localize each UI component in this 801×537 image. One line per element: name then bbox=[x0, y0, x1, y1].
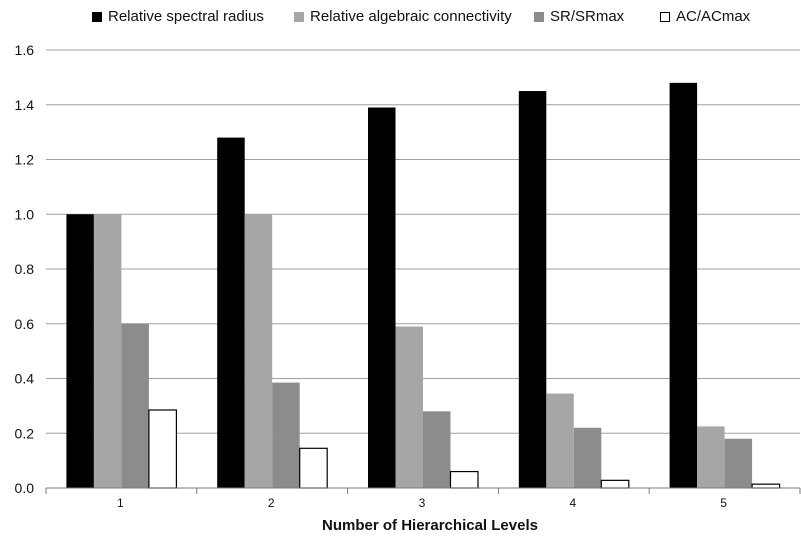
axes: 0.0 0.2 0.4 0.6 0.8 1.0 1.2 1.4 1.6 1 2 3 4 5 bbox=[15, 42, 801, 510]
bar bbox=[299, 447, 328, 489]
bar bbox=[423, 411, 451, 488]
legend-label-ac-acmax: AC/ACmax bbox=[676, 8, 751, 25]
x-tick-label: 3 bbox=[419, 496, 426, 510]
bar bbox=[449, 470, 479, 489]
bar bbox=[217, 137, 245, 488]
y-tick-label: 0.6 bbox=[15, 316, 35, 332]
legend-item-spectral-radius: Relative spectral radius bbox=[92, 8, 264, 25]
legend-swatch-spectral-radius bbox=[92, 11, 102, 22]
bar bbox=[724, 438, 753, 488]
x-tick-label: 4 bbox=[569, 496, 576, 510]
bar bbox=[93, 214, 122, 488]
legend-item-ac-acmax: AC/ACmax bbox=[660, 8, 750, 25]
bar bbox=[244, 214, 273, 488]
legend-swatch-algebraic-connectivity bbox=[294, 11, 304, 22]
y-tick-label: 0.2 bbox=[15, 425, 35, 441]
legend-item-sr-srmax: SR/SRmax bbox=[534, 8, 624, 25]
legend: Relative spectral radius Relative algebr… bbox=[0, 8, 801, 30]
legend-swatch-sr-srmax bbox=[534, 11, 544, 22]
bar bbox=[669, 82, 698, 488]
bar bbox=[121, 323, 149, 488]
y-tick-label: 0.0 bbox=[15, 480, 35, 496]
x-tick-label: 1 bbox=[117, 496, 124, 510]
bar bbox=[600, 479, 630, 489]
bar bbox=[751, 483, 781, 489]
x-axis-title: Number of Hierarchical Levels bbox=[322, 517, 538, 534]
bar bbox=[66, 214, 94, 488]
bar bbox=[148, 409, 177, 489]
y-tick-label: 0.4 bbox=[15, 371, 35, 387]
bar bbox=[697, 426, 725, 488]
y-tick-label: 1.0 bbox=[15, 206, 35, 222]
y-tick-label: 0.8 bbox=[15, 261, 35, 277]
bar bbox=[272, 382, 300, 488]
legend-label-sr-srmax: SR/SRmax bbox=[550, 8, 625, 25]
y-tick-label: 1.6 bbox=[15, 42, 35, 58]
bar bbox=[395, 326, 423, 488]
bars bbox=[66, 82, 781, 489]
y-tick-label: 1.4 bbox=[15, 97, 35, 113]
bar bbox=[518, 91, 547, 488]
legend-label-algebraic-connectivity: Relative algebraic connectivity bbox=[310, 8, 512, 25]
bar bbox=[368, 107, 396, 489]
legend-item-algebraic-connectivity: Relative algebraic connectivity bbox=[294, 8, 512, 25]
x-tick-label: 2 bbox=[268, 496, 275, 510]
bar bbox=[546, 393, 574, 488]
y-tick-label: 1.2 bbox=[15, 152, 35, 168]
bar bbox=[573, 427, 602, 488]
legend-swatch-ac-acmax bbox=[660, 11, 670, 22]
legend-label-spectral-radius: Relative spectral radius bbox=[108, 8, 264, 25]
x-tick-label: 5 bbox=[720, 496, 727, 510]
